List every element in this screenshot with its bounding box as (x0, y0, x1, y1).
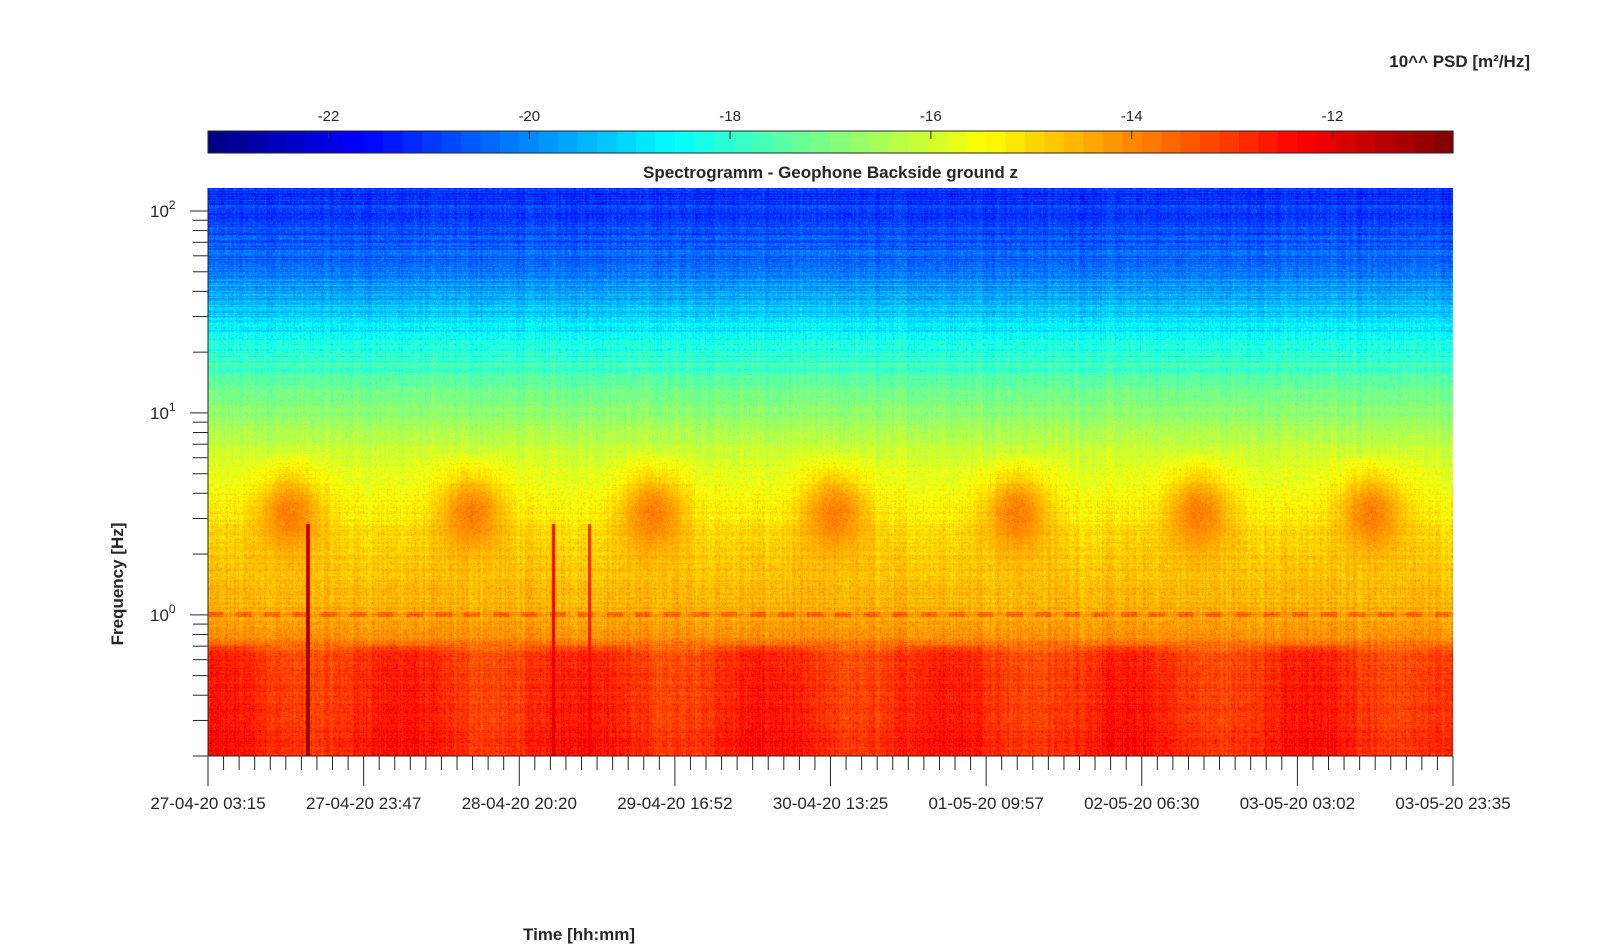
colorbar-swatch (966, 131, 987, 153)
x-axis-label: Time [hh:mm] (523, 925, 636, 944)
x-tick-label: 29-04-20 16:52 (617, 794, 732, 813)
colorbar-swatch (674, 131, 695, 153)
colorbar-tick-label: -14 (1121, 108, 1143, 125)
y-tick-label: 101 (150, 400, 176, 423)
colorbar-swatch (986, 131, 1007, 153)
colorbar-swatch (713, 131, 734, 153)
colorbar-swatch (1122, 131, 1143, 153)
colorbar-frame (207, 130, 1454, 154)
colorbar-tick-label: -22 (318, 108, 340, 125)
colorbar-swatch (1200, 131, 1221, 153)
colorbar-swatch (1025, 131, 1046, 153)
spectrogram-area (208, 188, 1453, 756)
colorbar-swatch (849, 131, 870, 153)
colorbar-swatch (383, 131, 404, 153)
colorbar-swatch (830, 131, 851, 153)
x-tick-label: 28-04-20 20:20 (462, 794, 577, 813)
colorbar-swatch (1433, 131, 1454, 153)
colorbar-label: 10^^ PSD [m²/Hz] (1389, 52, 1530, 71)
colorbar-swatch (1355, 131, 1376, 153)
colorbar-swatch (947, 131, 968, 153)
colorbar-swatch (1102, 131, 1123, 153)
colorbar-swatch (1180, 131, 1201, 153)
colorbar-swatch (752, 131, 773, 153)
colorbar-tick-label: -16 (920, 108, 942, 125)
colorbar-swatch (1277, 131, 1298, 153)
colorbar-swatch (1375, 131, 1396, 153)
colorbar-swatch (324, 131, 345, 153)
x-tick-label: 01-05-20 09:57 (928, 794, 1043, 813)
colorbar-swatch (285, 131, 306, 153)
colorbar-swatch (616, 131, 637, 153)
colorbar-swatch (1394, 131, 1415, 153)
colorbar-tick-label: -20 (518, 108, 540, 125)
colorbar: -22 -20 -18 -16 -14 -12 (207, 108, 1454, 154)
colorbar-swatch (1044, 131, 1065, 153)
colorbar-swatch (1239, 131, 1260, 153)
colorbar-swatch (344, 131, 365, 153)
colorbar-tick-label: -18 (719, 108, 741, 125)
colorbar-swatch (888, 131, 909, 153)
colorbar-swatch (1063, 131, 1084, 153)
x-tick-label: 30-04-20 13:25 (773, 794, 888, 813)
colorbar-swatch (1005, 131, 1026, 153)
colorbar-swatch (1414, 131, 1435, 153)
colorbar-swatch (499, 131, 520, 153)
colorbar-swatch (733, 131, 754, 153)
colorbar-swatch (927, 131, 948, 153)
colorbar-swatch (1219, 131, 1240, 153)
x-axis: 27-04-20 03:15 27-04-20 23:47 28-04-20 20:… (150, 755, 1511, 813)
colorbar-swatch (791, 131, 812, 153)
colorbar-swatch (1161, 131, 1182, 153)
colorbar-swatch (441, 131, 462, 153)
colorbar-swatch (208, 131, 229, 153)
chart-title: Spectrogramm - Geophone Backside ground … (642, 163, 1018, 182)
colorbar-swatch (1336, 131, 1357, 153)
colorbar-swatch (1141, 131, 1162, 153)
x-tick-label: 02-05-20 06:30 (1084, 794, 1199, 813)
colorbar-swatch (266, 131, 287, 153)
colorbar-swatch (655, 131, 676, 153)
colorbar-swatch (558, 131, 579, 153)
colorbar-swatch (402, 131, 423, 153)
y-tick-label: 102 (150, 198, 176, 221)
colorbar-swatch (1316, 131, 1337, 153)
x-tick-label: 03-05-20 03:02 (1240, 794, 1355, 813)
x-tick-label: 27-04-20 23:47 (306, 794, 421, 813)
colorbar-swatch (246, 131, 267, 153)
x-tick-label: 03-05-20 23:35 (1395, 794, 1510, 813)
colorbar-swatch (519, 131, 540, 153)
x-tick-label: 27-04-20 03:15 (150, 794, 265, 813)
colorbar-swatch (227, 131, 248, 153)
colorbar-swatch (811, 131, 832, 153)
colorbar-tick-label: -12 (1322, 108, 1344, 125)
colorbar-swatch (305, 131, 326, 153)
colorbar-swatch (538, 131, 559, 153)
colorbar-swatch (1258, 131, 1279, 153)
colorbar-swatch (908, 131, 929, 153)
colorbar-swatch (577, 131, 598, 153)
colorbar-swatch (635, 131, 657, 153)
colorbar-swatch (694, 131, 715, 153)
colorbar-swatch (772, 131, 793, 153)
colorbar-swatch (869, 131, 890, 153)
colorbar-swatch (1083, 131, 1104, 153)
colorbar-swatch (460, 131, 481, 153)
colorbar-swatch (421, 131, 443, 153)
y-axis: 100 101 102 (150, 188, 209, 757)
colorbar-swatch (1297, 131, 1318, 153)
spectrogram-heatmap (208, 188, 1453, 756)
y-tick-label: 100 (150, 602, 176, 625)
colorbar-swatch (597, 131, 618, 153)
colorbar-swatch (480, 131, 501, 153)
colorbar-swatch (363, 131, 384, 153)
